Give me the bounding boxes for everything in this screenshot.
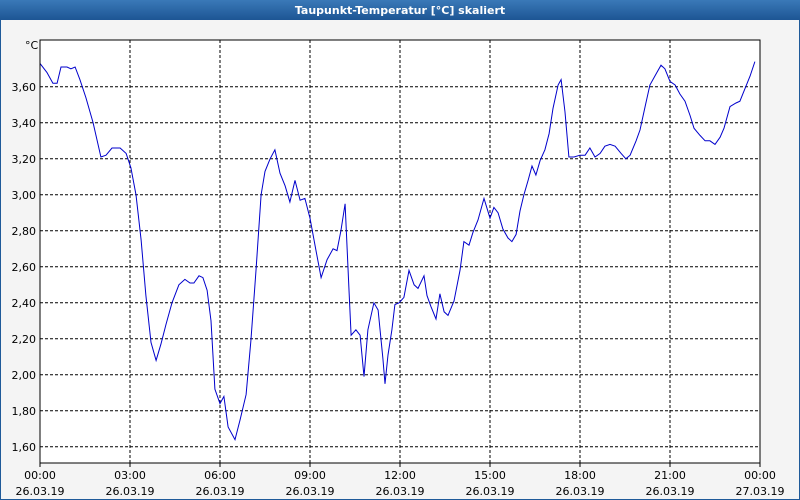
y-tick-label: 3,20 bbox=[12, 153, 37, 166]
x-tick-label: 00:00 26.03.19 bbox=[16, 469, 65, 498]
y-tick-label: 3,60 bbox=[12, 81, 37, 94]
data-line bbox=[39, 61, 756, 441]
x-tick-label: 15:00 26.03.19 bbox=[466, 469, 515, 498]
x-tick-label: 21:00 26.03.19 bbox=[646, 469, 695, 498]
y-tick-label: 2,20 bbox=[12, 333, 37, 346]
y-tick-label: 2,80 bbox=[12, 225, 37, 238]
title-bar bbox=[0, 0, 800, 20]
y-tick-label: 2,00 bbox=[12, 369, 37, 382]
plot-frame bbox=[39, 39, 761, 464]
x-tick-label: 00:00 27.03.19 bbox=[736, 469, 785, 498]
y-axis-unit: °C bbox=[25, 39, 39, 52]
marks bbox=[39, 61, 756, 441]
y-tick-label: 2,40 bbox=[12, 297, 37, 310]
x-tick-label: 09:00 26.03.19 bbox=[286, 469, 335, 498]
y-tick-label: 1,60 bbox=[12, 441, 37, 454]
y-tick-label: 2,60 bbox=[12, 261, 37, 274]
x-tick-label: 03:00 26.03.19 bbox=[106, 469, 155, 498]
chart-title: Taupunkt-Temperatur [°C] skaliert bbox=[295, 4, 505, 17]
x-tick-label: 12:00 26.03.19 bbox=[376, 469, 425, 498]
y-tick-label: 3,40 bbox=[12, 117, 37, 130]
x-tick-label: 06:00 26.03.19 bbox=[196, 469, 245, 498]
y-tick-label: 3,00 bbox=[12, 189, 37, 202]
y-tick-label: 1,80 bbox=[12, 405, 37, 418]
x-tick-label: 18:00 26.03.19 bbox=[556, 469, 605, 498]
